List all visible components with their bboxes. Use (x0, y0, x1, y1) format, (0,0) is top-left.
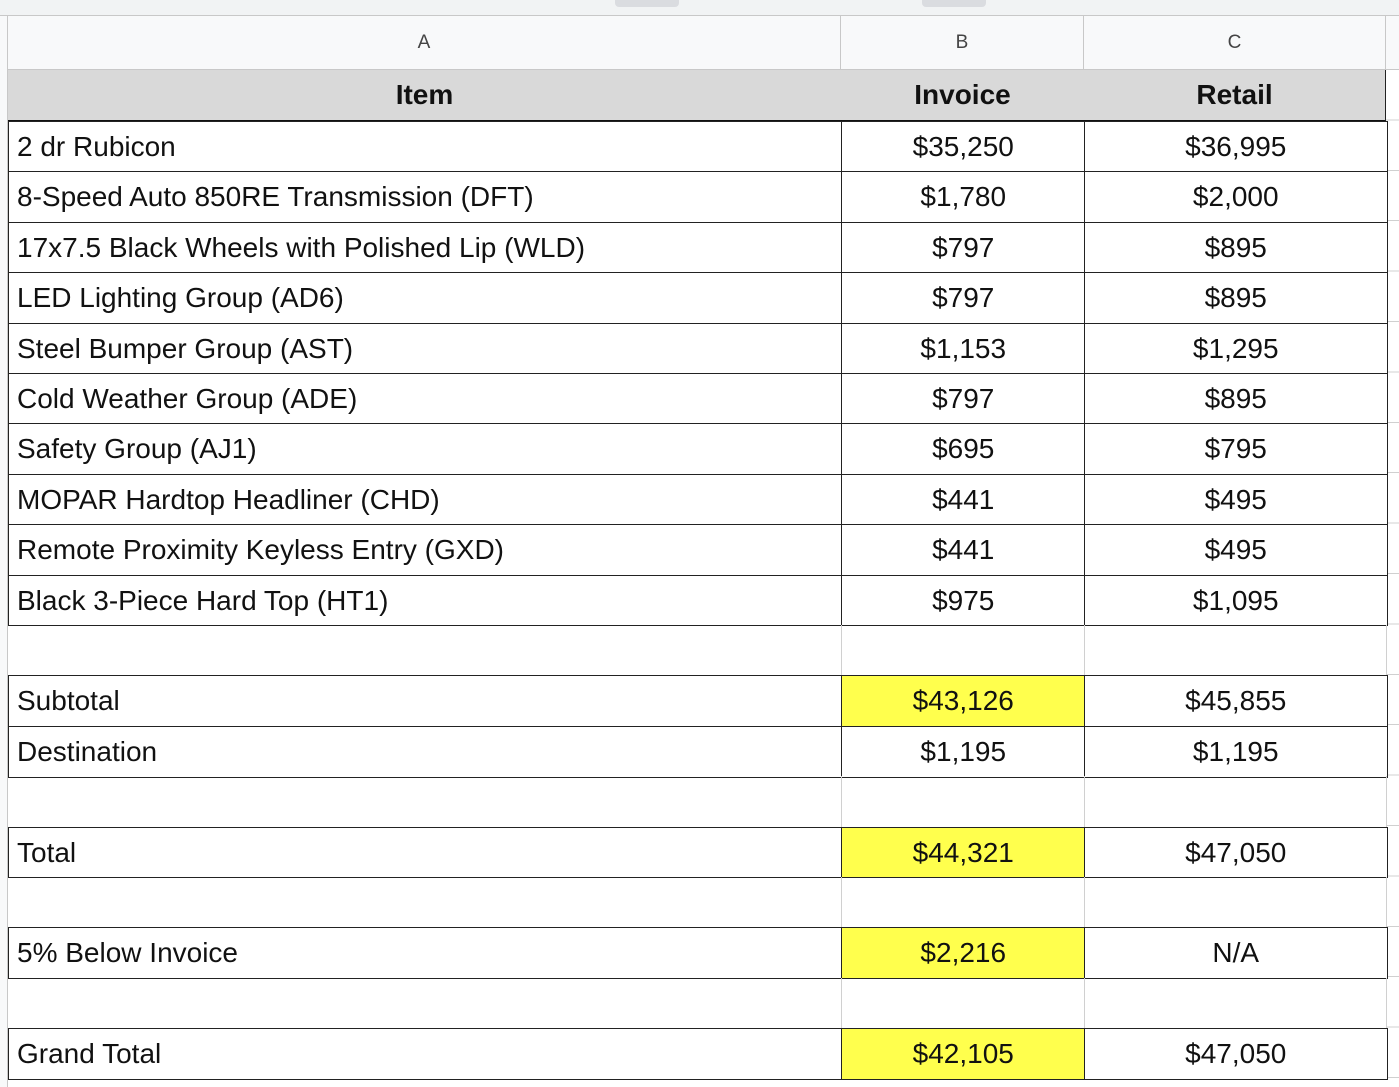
cell: $44,321 (841, 826, 1086, 879)
cell: Total (8, 826, 843, 879)
cell: N/A (1084, 927, 1388, 980)
grid-extra (1386, 70, 1399, 1087)
header-cell: Retail (1084, 70, 1386, 122)
cell: 8-Speed Auto 850RE Transmission (DFT) (8, 171, 843, 224)
column-header-extra (1386, 16, 1399, 70)
empty-cell (8, 977, 842, 1030)
cell: $1,195 (841, 725, 1086, 778)
cell: $1,153 (841, 322, 1086, 375)
cell: $1,095 (1084, 574, 1388, 627)
cell: $495 (1084, 524, 1388, 577)
header-cell: Invoice (841, 70, 1085, 122)
cell: $2,216 (841, 927, 1086, 980)
empty-cell (841, 776, 1085, 828)
cell: $797 (841, 373, 1086, 425)
cell: $2,000 (1084, 171, 1388, 224)
cell: Cold Weather Group (ADE) (8, 373, 843, 425)
header-cell: Item (8, 70, 842, 122)
cell: $895 (1084, 272, 1388, 325)
cell: $43,126 (841, 675, 1086, 728)
cell: Steel Bumper Group (AST) (8, 322, 843, 375)
cell: $495 (1084, 473, 1388, 526)
cell: MOPAR Hardtop Headliner (CHD) (8, 473, 843, 526)
empty-cell (1084, 977, 1387, 1030)
toolbar-strip (0, 0, 1399, 16)
toolbar-tab (615, 0, 679, 7)
cell: $795 (1084, 423, 1388, 476)
toolbar-tab (922, 0, 986, 7)
cell: $797 (841, 272, 1086, 325)
cell: $42,105 (841, 1028, 1086, 1081)
cell: $1,195 (1084, 725, 1388, 778)
cell: Subtotal (8, 675, 843, 728)
cell: $695 (841, 423, 1086, 476)
empty-cell (1084, 776, 1387, 828)
cell: $441 (841, 473, 1086, 526)
cell: 17x7.5 Black Wheels with Polished Lip (W… (8, 221, 843, 274)
column-header[interactable]: C (1084, 16, 1386, 70)
empty-cell (8, 776, 842, 828)
empty-cell (1084, 877, 1387, 929)
cell: Black 3-Piece Hard Top (HT1) (8, 574, 843, 627)
cell: $45,855 (1084, 675, 1388, 728)
cell: $895 (1084, 373, 1388, 425)
cell: $895 (1084, 221, 1388, 274)
cell: 5% Below Invoice (8, 927, 843, 980)
cell: Safety Group (AJ1) (8, 423, 843, 476)
cell: Destination (8, 725, 843, 778)
row-gutter (0, 16, 8, 1087)
empty-cell (8, 625, 842, 677)
cell: Remote Proximity Keyless Entry (GXD) (8, 524, 843, 577)
cell: $36,995 (1084, 121, 1388, 173)
cell: 2 dr Rubicon (8, 121, 843, 173)
empty-cell (8, 877, 842, 929)
cell: $797 (841, 221, 1086, 274)
cell: $975 (841, 574, 1086, 627)
column-header[interactable]: B (841, 16, 1084, 70)
cell: $1,295 (1084, 322, 1388, 375)
cell: $35,250 (841, 121, 1086, 173)
cell: Grand Total (8, 1028, 843, 1081)
empty-cell (841, 977, 1085, 1030)
column-header[interactable]: A (8, 16, 841, 70)
cell: $1,780 (841, 171, 1086, 224)
cell: $47,050 (1084, 1028, 1388, 1081)
empty-cell (1084, 625, 1387, 677)
cell: $47,050 (1084, 826, 1388, 879)
cell: $441 (841, 524, 1086, 577)
empty-cell (841, 877, 1085, 929)
empty-cell (841, 625, 1085, 677)
cell: LED Lighting Group (AD6) (8, 272, 843, 325)
